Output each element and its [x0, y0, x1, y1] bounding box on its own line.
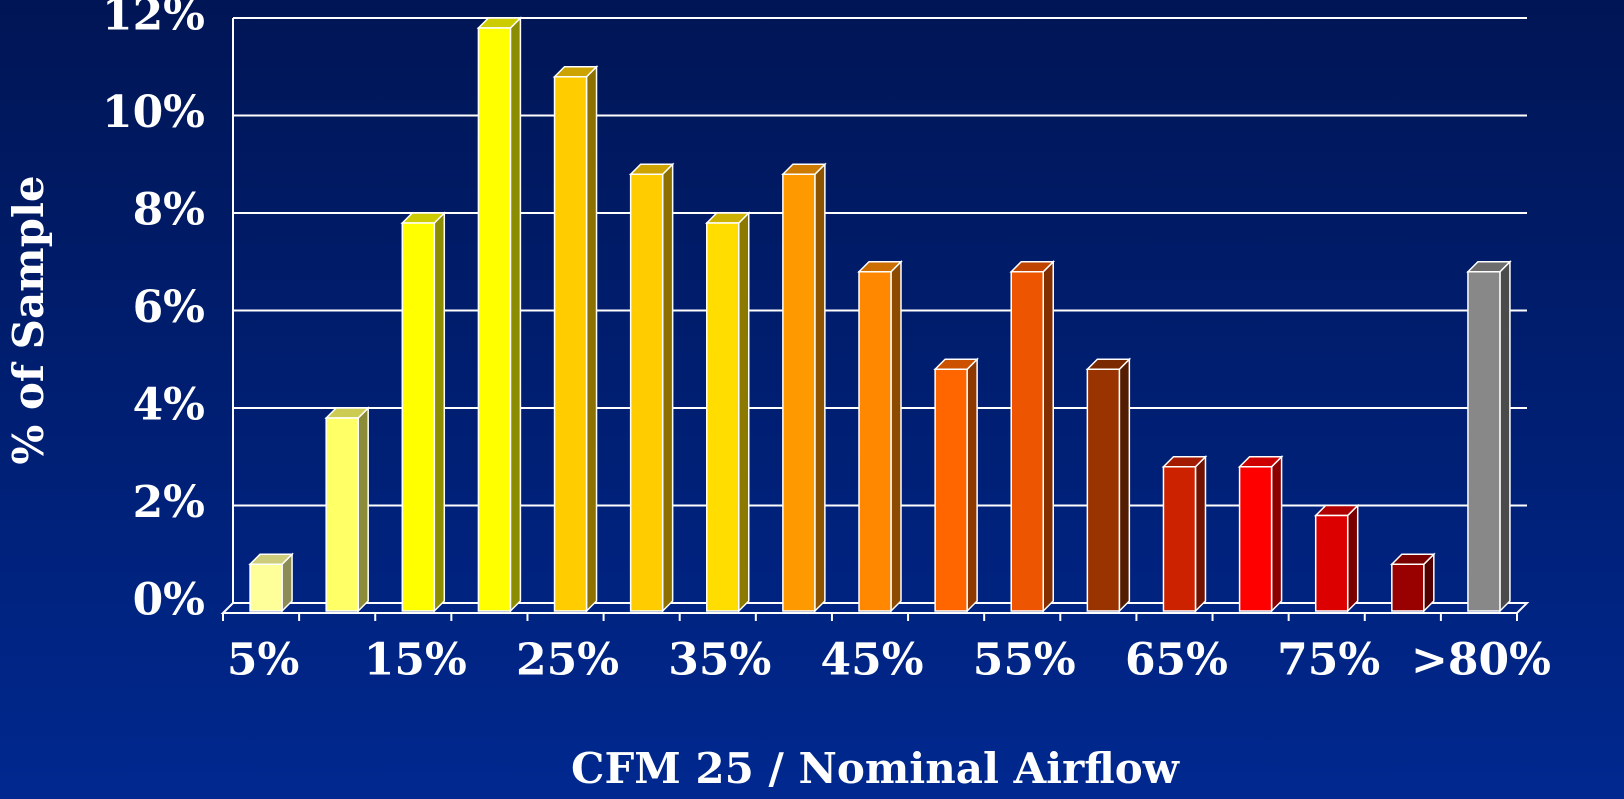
- y-tick-label: 6%: [133, 282, 205, 333]
- x-tick-label: 15%: [364, 635, 467, 686]
- bar: [706, 222, 740, 612]
- bar-side: [433, 211, 446, 613]
- y-tick-label: 8%: [133, 185, 205, 236]
- bar-side: [1194, 454, 1207, 613]
- bar-side: [1118, 357, 1131, 613]
- y-tick-label: 0%: [133, 575, 205, 626]
- bar: [1162, 466, 1197, 612]
- x-tick-label: 65%: [1125, 635, 1228, 686]
- bar: [858, 271, 892, 612]
- bar-side: [1499, 259, 1511, 613]
- bar: [1314, 514, 1349, 612]
- x-tick-label: 5%: [227, 635, 299, 686]
- bar-side: [1346, 503, 1359, 613]
- x-tick-label: >80%: [1411, 635, 1551, 686]
- bar-side: [661, 162, 674, 613]
- bar-side: [509, 16, 522, 613]
- bar-side: [814, 162, 826, 613]
- bar: [629, 173, 664, 612]
- bar: [782, 173, 816, 612]
- y-tick-label: 10%: [102, 87, 205, 138]
- bar-side: [1042, 259, 1054, 613]
- bar: [1086, 368, 1121, 612]
- x-tick-label: 75%: [1277, 635, 1380, 686]
- y-tick-label: 4%: [133, 380, 205, 431]
- bar: [1467, 271, 1501, 612]
- y-axis-title: % of Sample: [4, 175, 53, 464]
- bar-side: [738, 211, 750, 613]
- y-tick-label: 2%: [133, 477, 205, 528]
- y-tick-label: 12%: [102, 0, 205, 41]
- x-tick-label: 55%: [973, 635, 1076, 686]
- bar: [1238, 466, 1273, 612]
- x-axis-title: CFM 25 / Nominal Airflow: [571, 744, 1180, 793]
- bar-side: [357, 406, 369, 613]
- bar: [1010, 271, 1044, 612]
- bar: [325, 417, 359, 612]
- bar-side: [890, 259, 902, 613]
- x-tick-label: 35%: [668, 635, 771, 686]
- bar: [249, 563, 283, 612]
- bar: [1391, 563, 1425, 612]
- bar: [401, 222, 436, 612]
- bar-side: [585, 64, 598, 613]
- bar-side: [1270, 454, 1283, 613]
- bar: [553, 76, 588, 612]
- bar-side: [966, 357, 978, 613]
- bar: [934, 368, 968, 612]
- x-tick-label: 25%: [516, 635, 619, 686]
- bar: [477, 27, 512, 612]
- x-tick-label: 45%: [820, 635, 923, 686]
